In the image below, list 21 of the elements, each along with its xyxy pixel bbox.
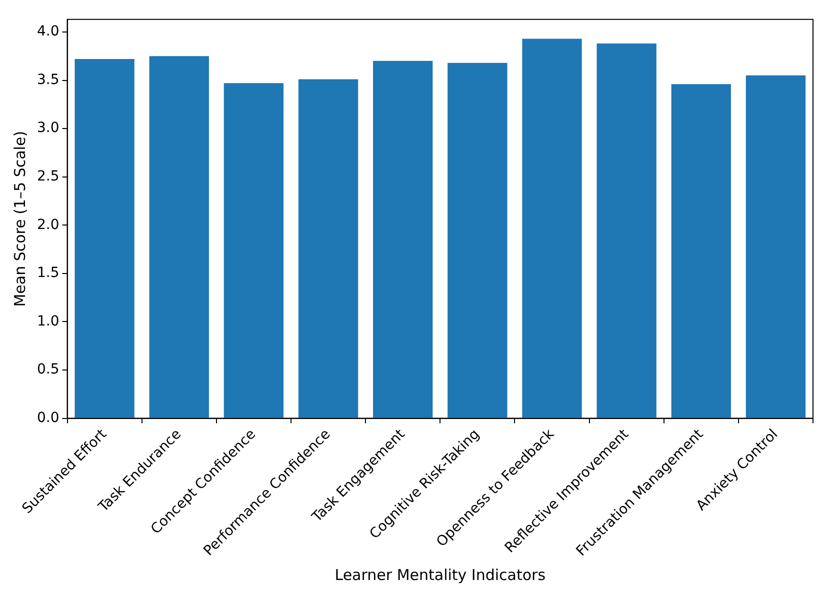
y-tick-label: 3.0 [37, 120, 60, 136]
bar [522, 38, 582, 418]
y-tick-label: 4.0 [37, 24, 60, 40]
bar [596, 44, 656, 418]
y-tick-label: 3.5 [37, 72, 60, 88]
y-axis-title: Mean Score (1–5 Scale) [10, 130, 29, 307]
y-tick-label: 0.5 [37, 362, 60, 378]
x-axis-title: Learner Mentality Indicators [334, 566, 546, 584]
bar [149, 56, 209, 418]
y-tick-label: 1.0 [37, 313, 60, 330]
bar [746, 75, 806, 418]
bar [298, 79, 358, 418]
bar [373, 60, 433, 418]
bar [448, 62, 508, 418]
bar [74, 59, 134, 418]
y-tick-label: 2.5 [37, 168, 60, 184]
y-tick-label: 0.0 [37, 410, 60, 426]
y-tick-label: 1.5 [37, 265, 60, 282]
bar [671, 84, 731, 418]
bar [224, 83, 284, 418]
y-tick-label: 2.0 [37, 216, 60, 233]
